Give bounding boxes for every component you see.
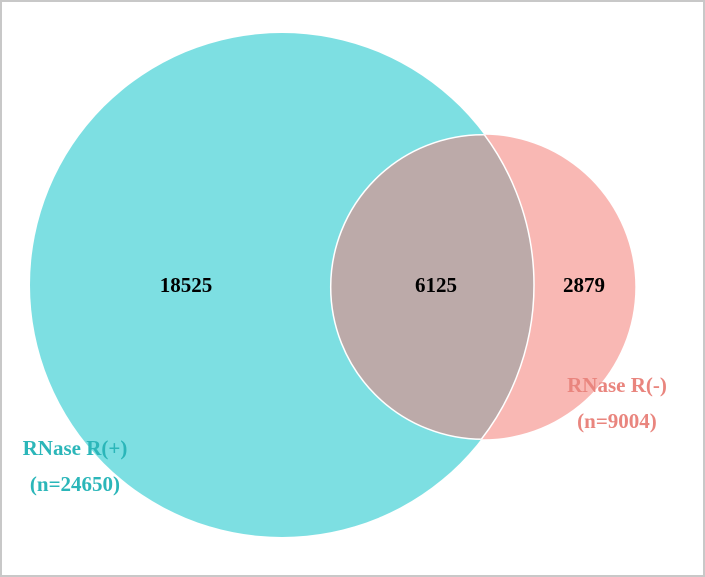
set-name: RNase R(-)	[567, 373, 667, 397]
outline	[330, 134, 535, 440]
overlap	[330, 134, 534, 440]
set-name: RNase R(+)	[23, 436, 128, 460]
set-size: (n=9004)	[577, 409, 657, 433]
region-value: 18525	[160, 273, 213, 297]
set-size: (n=24650)	[30, 472, 120, 496]
region-value: 6125	[415, 273, 457, 297]
region-value: 2879	[563, 273, 605, 297]
